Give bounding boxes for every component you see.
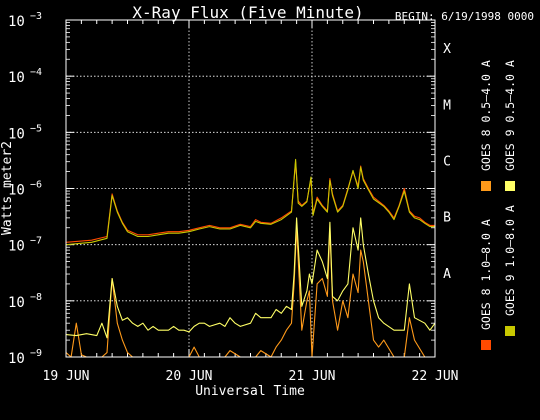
chart-title: X-Ray Flux (Five Minute) (132, 3, 363, 22)
legend-swatch-2 (481, 181, 491, 191)
y-tick-exponent: −5 (30, 123, 42, 134)
flare-class-M: M (443, 98, 451, 113)
flare-class-B: B (443, 211, 451, 226)
legend-label-4: GOES 9 0.5–4.0 A (503, 60, 517, 171)
legend-swatch-4 (505, 181, 515, 191)
y-tick-exponent: −9 (30, 348, 42, 359)
flare-class-X: X (443, 42, 451, 57)
x-axis-label: Universal Time (195, 384, 305, 399)
x-tick-label: 22 JUN (412, 369, 459, 384)
y-axis-label: Watts meter2 (0, 141, 15, 235)
legend-label-2: GOES 8 0.5–4.0 A (479, 60, 493, 171)
y-tick-label: 10 (8, 351, 25, 367)
x-tick-label: 19 JUN (43, 369, 90, 384)
y-tick-label: 10 (8, 14, 25, 30)
y-tick-exponent: −8 (30, 292, 42, 303)
legend-label-3: GOES 9 1.0–8.0 A (503, 205, 517, 316)
x-tick-label: 21 JUN (289, 369, 336, 384)
legend-swatch-3 (505, 326, 515, 336)
legend-swatch-1 (481, 340, 491, 350)
legend-label-1: GOES 8 1.0–8.0 A (479, 219, 493, 330)
y-tick-exponent: −7 (30, 236, 42, 247)
y-tick-label: 10 (8, 126, 25, 142)
y-tick-exponent: −6 (30, 180, 42, 191)
flare-class-C: C (443, 154, 451, 169)
y-tick-label: 10 (8, 183, 25, 199)
y-tick-exponent: −4 (30, 67, 42, 78)
series-line-4 (65, 217, 436, 339)
y-tick-exponent: −3 (30, 11, 42, 22)
y-tick-labels: 10 −3 10 −4 10 −5 10 −6 10 −7 10 −8 10 −9 (8, 11, 42, 367)
x-tick-label: 20 JUN (166, 369, 213, 384)
legend: GOES 8 1.0–8.0 A GOES 8 0.5–4.0 A GOES 9 1… (479, 60, 517, 350)
y-tick-label: 10 (8, 295, 25, 311)
series-line-3 (65, 158, 435, 246)
y-tick-label: 10 (8, 239, 25, 255)
x-tick-labels: 19 JUN 20 JUN 21 JUN 22 JUN (43, 369, 459, 384)
flare-class-A: A (443, 267, 451, 282)
plot-frame (65, 19, 436, 358)
begin-label: BEGIN: 6/19/1998 0000 (395, 10, 534, 23)
flare-class-labels: X M C B A (443, 42, 451, 282)
y-tick-label: 10 (8, 70, 25, 86)
